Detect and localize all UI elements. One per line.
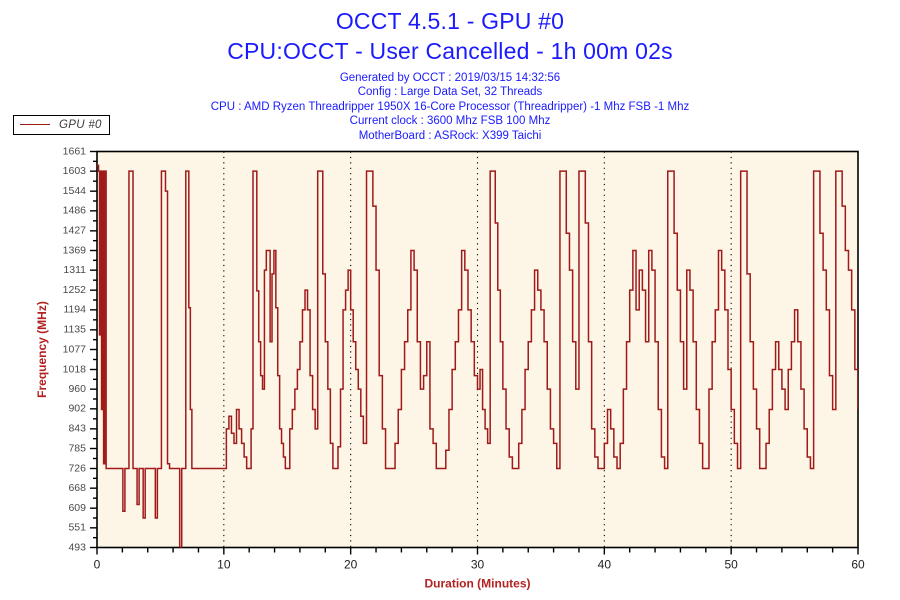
y-tick-label-1018: 1018 [63,363,87,375]
chart-legend: GPU #0 [13,115,110,135]
page-title: OCCT 4.5.1 - GPU #0 [335,8,565,34]
y-tick-label-726: 726 [68,462,86,474]
legend-label-gpu0: GPU #0 [59,118,102,131]
y-tick-label-902: 902 [68,403,86,415]
chart-gridlines [223,151,732,548]
x-tick-label-60: 60 [851,558,865,572]
y-tick-label-609: 609 [68,502,86,514]
axis-titles: Duration (Minutes) Frequency (MHz) [35,301,531,590]
data-series-gpu0 [97,164,858,548]
chart-header: OCCT 4.5.1 - GPU #0 CPU:OCCT - User Canc… [0,0,900,143]
page-subtitle: CPU:OCCT - User Cancelled - 1h 00m 02s [227,38,673,64]
info-line-config: Config : Large Data Set, 32 Threads [357,86,543,99]
y-tick-label-843: 843 [68,423,86,435]
plot-border [96,150,859,549]
y-tick-label-1603: 1603 [63,165,87,177]
x-tick-label-0: 0 [94,558,101,572]
info-line-motherboard: MotherBoard : ASRock: X399 Taichi [358,129,542,142]
y-tick-label-668: 668 [68,482,86,494]
info-line-cpu: CPU : AMD Ryzen Threadripper 1950X 16-Co… [210,100,690,113]
y-axis-title: Frequency (MHz) [35,301,49,398]
y-tick-label-960: 960 [68,383,86,395]
info-line-generated: Generated by OCCT : 2019/03/15 14:32:56 [339,72,561,84]
y-tick-label-785: 785 [68,442,86,454]
info-line-clock: Current clock : 3600 Mhz FSB 100 Mhz [349,115,551,128]
x-tick-label-20: 20 [344,558,358,572]
x-axis-title: Duration (Minutes) [425,577,531,591]
x-tick-label-40: 40 [598,558,612,572]
y-tick-label-1369: 1369 [63,244,87,256]
y-tick-label-1252: 1252 [63,284,87,296]
series-line-0 [97,164,858,548]
y-tick-label-551: 551 [68,522,86,534]
y-tick-label-1077: 1077 [63,343,87,355]
y-axis-ticks: 493 551 609 668 726 785 843 902 960 1018 1077 1135 1… [63,145,97,553]
x-tick-label-10: 10 [217,558,231,572]
y-tick-label-1486: 1486 [63,205,87,217]
x-tick-label-50: 50 [724,558,738,572]
legend-color-swatch-gpu0 [20,124,50,125]
y-tick-label-1427: 1427 [63,225,87,237]
x-axis-ticks: 0 10 20 30 40 50 60 [94,547,865,572]
y-tick-label-1661: 1661 [63,145,87,157]
y-tick-label-1544: 1544 [63,185,87,197]
y-tick-label-1194: 1194 [63,304,86,316]
y-tick-label-1311: 1311 [63,264,86,276]
y-tick-label-1135: 1135 [63,324,86,336]
system-info-block: Generated by OCCT : 2019/03/15 14:32:56 … [0,67,900,143]
plot-frame [96,150,859,549]
x-tick-label-30: 30 [471,558,485,572]
y-tick-label-493: 493 [68,541,86,553]
